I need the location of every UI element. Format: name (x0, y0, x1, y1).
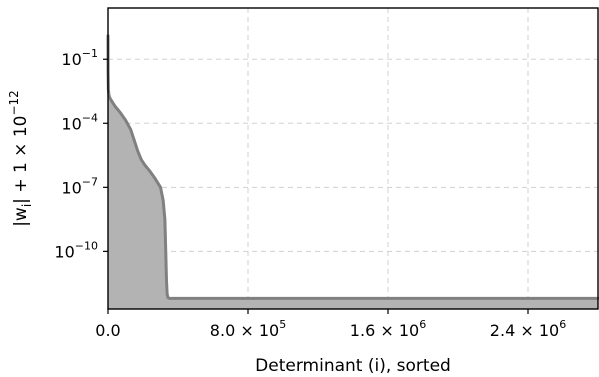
x-tick-mantissa: 8.0 × 10 (210, 321, 279, 340)
x-tick-label: 0.0 (95, 321, 120, 340)
series-line (106, 34, 599, 300)
grid-layer (108, 8, 598, 309)
y-axis-label-subscript: i (20, 204, 34, 207)
x-tick-label: 1.6 × 106 (350, 318, 426, 340)
x-tick-exponent: 6 (559, 318, 566, 331)
x-tick-mantissa: 2.4 × 10 (490, 321, 559, 340)
y-tick-base: 10 (61, 114, 81, 133)
x-tick-exponent: 6 (419, 318, 426, 331)
y-axis-label-superscript: −12 (7, 90, 21, 115)
y-tick-base: 10 (61, 178, 81, 197)
x-tick-label: 8.0 × 105 (210, 318, 286, 340)
y-tick-label: 10−4 (61, 111, 98, 133)
y-tick-label: 10−1 (61, 47, 98, 69)
data-layer (106, 34, 599, 309)
x-tick-exponent: 5 (279, 318, 286, 331)
y-tick-label: 10−7 (61, 175, 98, 197)
y-axis-label-base: |w (11, 207, 31, 227)
y-tick-exponent: −1 (82, 47, 98, 60)
y-tick-label: 10−10 (54, 239, 98, 261)
y-axis-label-rest: | + 1 × 10 (11, 116, 31, 204)
y-tick-base: 10 (61, 50, 81, 69)
y-tick-exponent: −7 (82, 175, 98, 188)
y-tick-exponent: −10 (75, 239, 98, 252)
x-tick-label: 2.4 × 106 (490, 318, 566, 340)
y-tick-base: 10 (54, 242, 74, 261)
series-area-fill (108, 35, 598, 309)
x-tick-mantissa: 1.6 × 10 (350, 321, 419, 340)
tick-layer: 0.0 8.0 × 105 1.6 × 106 2.4 × 10610−110−410… (54, 47, 566, 340)
y-tick-exponent: −4 (82, 111, 98, 124)
x-tick-mantissa: 0.0 (95, 321, 120, 340)
plot-frame (107, 7, 599, 310)
y-axis-label: |wi| + 1 × 10−12 (7, 90, 34, 227)
x-axis-label: Determinant (i), sorted (255, 356, 451, 376)
